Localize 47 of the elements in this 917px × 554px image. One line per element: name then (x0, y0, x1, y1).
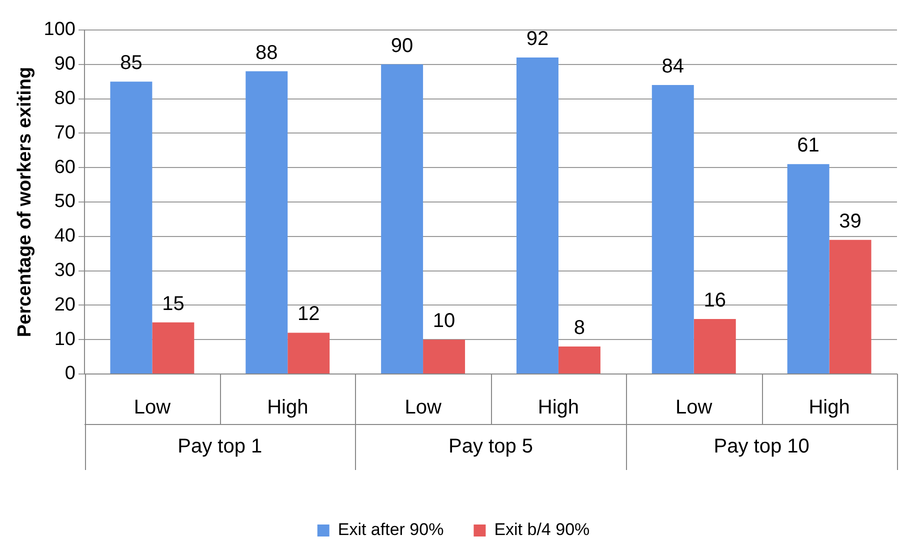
x-tick-label: Low (134, 396, 172, 419)
y-tick-label: 50 (54, 191, 76, 212)
y-tick-label: 0 (64, 363, 76, 384)
x-tick-label: Low (404, 396, 442, 419)
bar (652, 85, 694, 374)
x-tick-label: High (538, 396, 580, 419)
data-label: 85 (120, 52, 142, 74)
data-label: 39 (839, 210, 862, 232)
bar (152, 322, 194, 374)
x-tick-label: High (267, 396, 308, 419)
data-label: 8 (574, 316, 586, 339)
bar (288, 332, 330, 374)
bar (829, 240, 872, 374)
bar (516, 58, 558, 374)
data-label: 12 (297, 303, 320, 326)
y-tick-label: 30 (54, 260, 76, 282)
text: Pay top 10 (714, 436, 810, 458)
data-label: 15 (162, 292, 184, 315)
y-axis-title: Percentage of workers exiting (14, 66, 36, 338)
data-label: 10 (432, 310, 456, 332)
legend-label: Exit after 90% (338, 520, 444, 540)
data-label: 88 (256, 42, 278, 64)
bar (423, 340, 466, 374)
bar (694, 318, 736, 374)
y-tick-label: 70 (54, 122, 76, 144)
data-label: 84 (662, 56, 684, 78)
data-label: 90 (390, 34, 414, 57)
y-tick-label: 80 (54, 88, 76, 110)
data-label: 92 (526, 28, 549, 50)
y-tick-label: 40 (54, 226, 76, 247)
text: Pay top 5 (448, 436, 534, 458)
legend-label: Exit b/4 90% (494, 520, 590, 540)
y-tick-label: 100 (44, 19, 76, 40)
bar (787, 164, 830, 374)
text: Pay top 1 (178, 436, 262, 458)
bar (246, 71, 288, 374)
y-tick-label: 20 (54, 294, 76, 316)
bar (381, 64, 424, 374)
data-label: 61 (797, 134, 820, 157)
x-tick-label: High (808, 396, 850, 419)
y-tick-label: 10 (54, 328, 76, 350)
y-tick-label: 90 (54, 54, 76, 75)
x-tick-label: Low (676, 396, 713, 419)
bar (110, 82, 152, 374)
bar (558, 346, 600, 374)
data-label: 16 (704, 289, 726, 312)
y-tick-label: 60 (54, 156, 76, 178)
